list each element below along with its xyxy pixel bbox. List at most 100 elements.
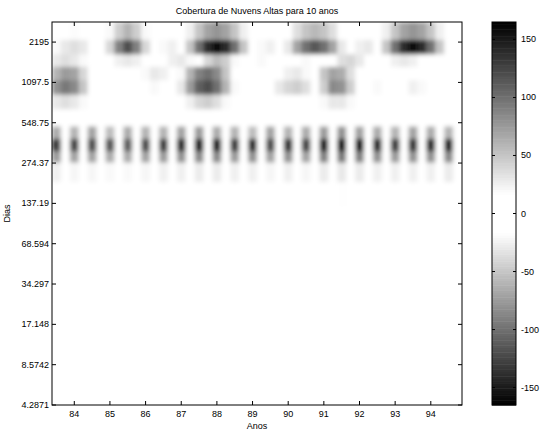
heat-cell (355, 369, 365, 405)
heat-cell (123, 66, 133, 80)
y-tick (458, 203, 462, 204)
heat-cell (105, 207, 115, 248)
heat-cell (79, 22, 89, 40)
heat-cell (382, 80, 392, 95)
heat-cell (88, 181, 98, 208)
heat-cell (230, 151, 240, 163)
heat-cell (70, 22, 80, 40)
heat-cell (52, 54, 62, 67)
heat-cell (114, 39, 124, 54)
heat-cell (186, 54, 196, 67)
heat-cell (409, 181, 419, 208)
heat-cell (426, 22, 436, 40)
y-tick (458, 122, 462, 123)
heat-cell (328, 22, 338, 40)
heat-cell (409, 248, 419, 289)
heat-cell (391, 94, 401, 109)
heat-cell (212, 288, 222, 329)
heat-cell (302, 181, 312, 208)
heat-cell (212, 39, 222, 54)
heat-cell (195, 248, 205, 289)
heat-cell (230, 181, 240, 208)
heat-cell (97, 94, 107, 109)
heat-cell (141, 162, 151, 182)
heat-cell (230, 22, 240, 40)
heat-cell (204, 162, 214, 182)
heat-cell (88, 66, 98, 80)
heat-cell (310, 181, 320, 208)
heat-cell (426, 126, 436, 139)
heat-cell (328, 162, 338, 182)
heat-cell (382, 94, 392, 109)
heat-cell (417, 207, 427, 248)
heat-cell (284, 66, 294, 80)
heat-cell (391, 138, 401, 151)
heat-cell (266, 109, 276, 127)
heat-cell (275, 288, 285, 329)
heat-cell (400, 138, 410, 151)
heat-cell (195, 54, 205, 67)
x-tick (359, 22, 360, 26)
x-tick-label: 93 (390, 409, 400, 419)
heat-cell (364, 109, 374, 127)
heat-cell (417, 151, 427, 163)
heat-cell (186, 181, 196, 208)
heat-cell (391, 80, 401, 95)
heat-cell (453, 181, 462, 208)
heat-cell (417, 181, 427, 208)
heat-cell (319, 22, 329, 40)
heat-cell (114, 138, 124, 151)
heat-cell (70, 54, 80, 67)
heat-cell (177, 369, 187, 405)
heat-cell (373, 207, 383, 248)
heat-cell (302, 39, 312, 54)
heat-cell (61, 54, 71, 67)
heat-cell (257, 80, 267, 95)
heat-cell (266, 248, 276, 289)
heat-cell (97, 248, 107, 289)
heat-cell (114, 288, 124, 329)
heat-cell (319, 248, 329, 289)
heat-cell (293, 328, 303, 369)
y-tick (52, 42, 56, 43)
heat-cell (159, 328, 169, 369)
heat-cell (346, 126, 356, 139)
heat-cell (177, 162, 187, 182)
heat-cell (319, 66, 329, 80)
heat-cell (355, 126, 365, 139)
heat-cell (364, 207, 374, 248)
heat-cell (248, 151, 258, 163)
heat-cell (400, 248, 410, 289)
heat-cell (177, 54, 187, 67)
heat-cell (132, 288, 142, 329)
heat-cell (221, 138, 231, 151)
heat-cell (61, 181, 71, 208)
heat-cell (257, 288, 267, 329)
heat-cell (400, 94, 410, 109)
heat-cell (266, 94, 276, 109)
heat-cell (132, 328, 142, 369)
heat-cell (409, 328, 419, 369)
heat-cell (444, 109, 454, 127)
heat-cell (123, 248, 133, 289)
x-tick (252, 22, 253, 26)
heat-cell (239, 369, 249, 405)
heat-cell (275, 94, 285, 109)
heat-cell (114, 151, 124, 163)
heat-cell (400, 54, 410, 67)
x-tick-label: 88 (212, 409, 222, 419)
heat-cell (328, 80, 338, 95)
y-tick (52, 364, 56, 365)
heat-cell (302, 162, 312, 182)
heat-cell (355, 80, 365, 95)
heat-cell (302, 369, 312, 405)
heat-cell (79, 39, 89, 54)
heat-cell (266, 151, 276, 163)
heat-cell (337, 39, 347, 54)
heat-cell (275, 369, 285, 405)
heat-cell (88, 22, 98, 40)
heat-cell (426, 54, 436, 67)
heat-cell (382, 138, 392, 151)
heat-cell (444, 80, 454, 95)
heat-cell (52, 39, 62, 54)
